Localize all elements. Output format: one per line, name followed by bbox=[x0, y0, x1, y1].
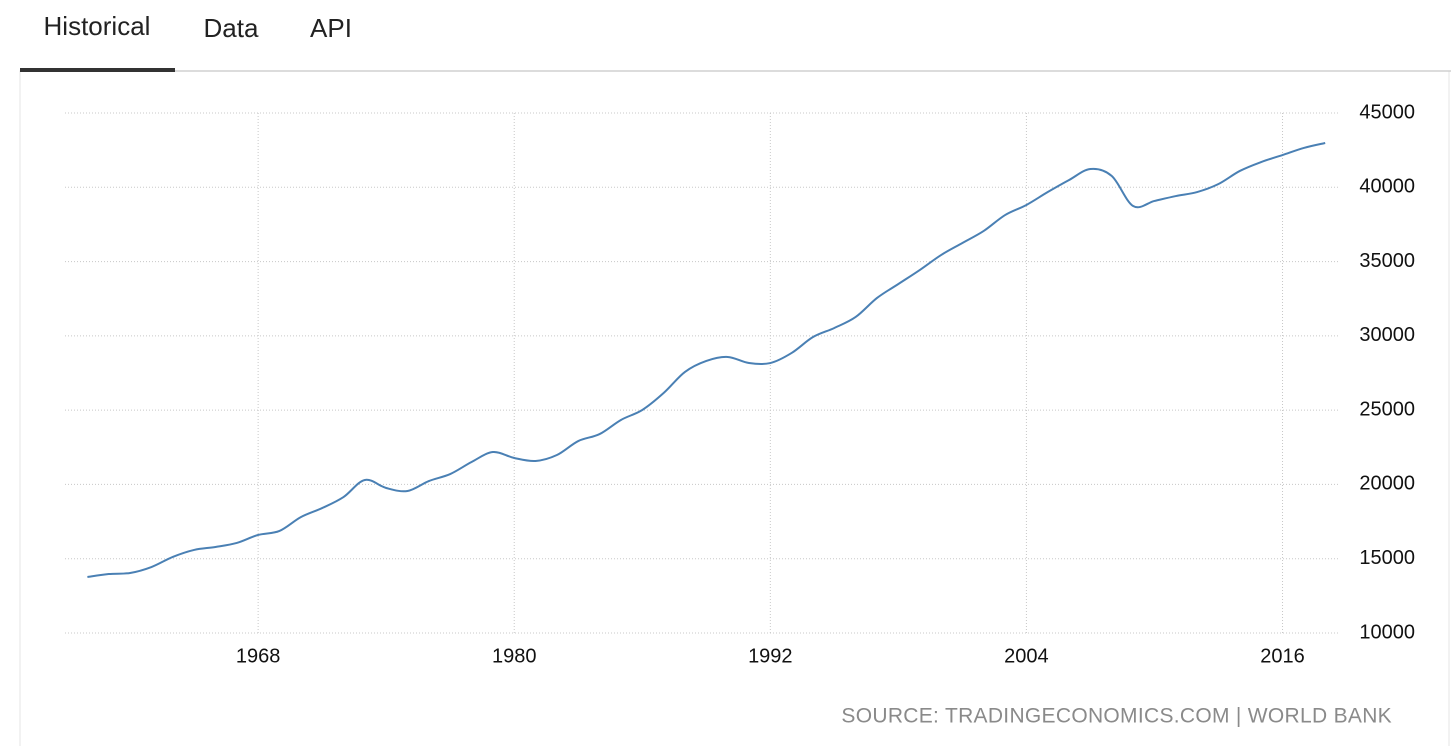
x-tick-label: 2016 bbox=[1260, 645, 1305, 667]
y-tick-label: 25000 bbox=[1359, 398, 1415, 420]
y-tick-label: 35000 bbox=[1359, 250, 1415, 272]
tab[interactable]: API bbox=[310, 13, 352, 43]
chart-panel bbox=[19, 70, 1450, 746]
y-tick-label: 15000 bbox=[1359, 547, 1415, 569]
x-tick-label: 1980 bbox=[492, 645, 537, 667]
y-tick-label: 45000 bbox=[1359, 101, 1415, 123]
tab[interactable]: Data bbox=[204, 13, 259, 43]
data-line bbox=[87, 142, 1326, 578]
x-tick-label: 2004 bbox=[1004, 645, 1049, 667]
y-tick-label: 40000 bbox=[1359, 176, 1415, 198]
tab[interactable]: Historical bbox=[44, 11, 151, 41]
y-tick-label: 10000 bbox=[1359, 621, 1415, 643]
active-tab-underline bbox=[20, 68, 175, 72]
source-note: SOURCE: TRADINGECONOMICS.COM | WORLD BAN… bbox=[841, 705, 1392, 728]
y-tick-label: 20000 bbox=[1359, 473, 1415, 495]
x-tick-label: 1992 bbox=[748, 645, 793, 667]
x-tick-label: 1968 bbox=[236, 645, 281, 667]
plot: 10000 15000 20000 25000 30000 35000 40000 45000… bbox=[65, 101, 1415, 667]
y-tick-label: 30000 bbox=[1359, 324, 1415, 346]
